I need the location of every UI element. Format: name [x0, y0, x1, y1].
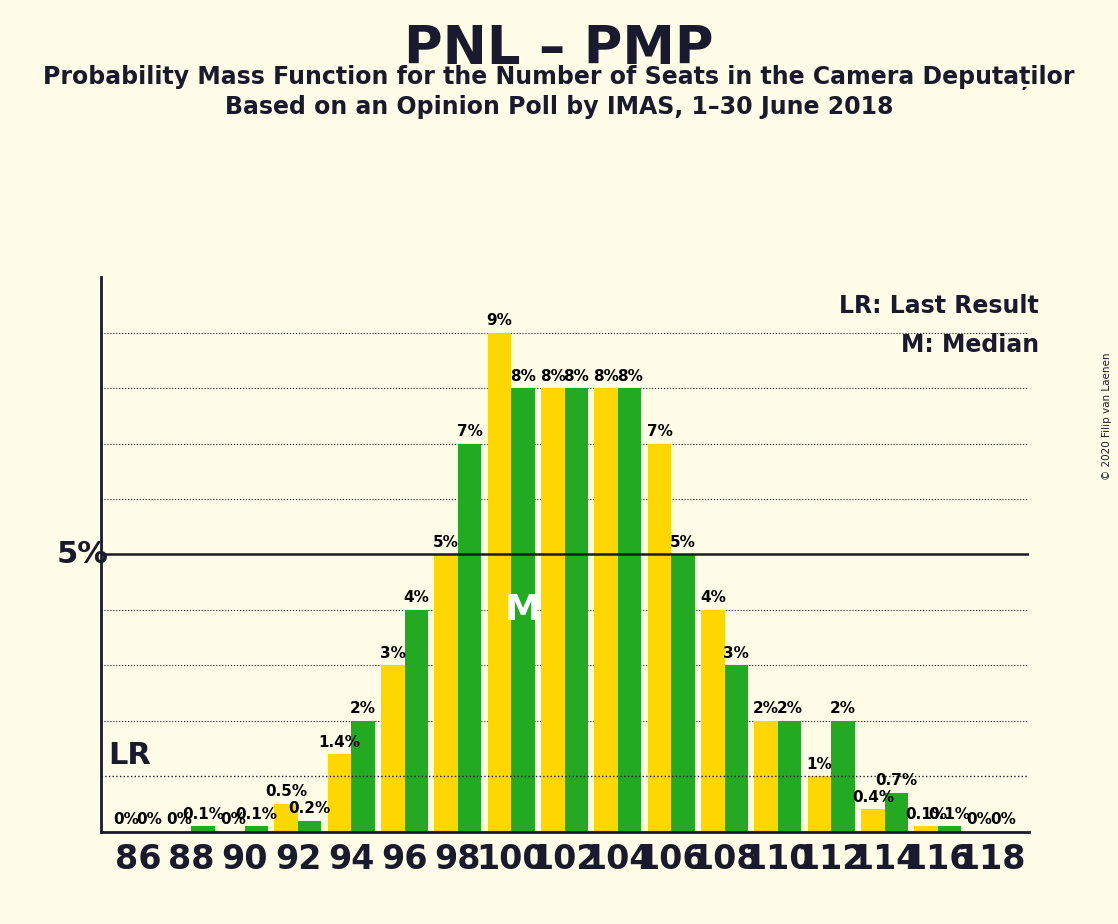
Text: 2%: 2% [830, 701, 856, 716]
Text: 0%: 0% [220, 812, 246, 827]
Text: PNL – PMP: PNL – PMP [405, 23, 713, 75]
Text: 0%: 0% [967, 812, 993, 827]
Text: 4%: 4% [700, 590, 726, 605]
Text: 3%: 3% [723, 646, 749, 661]
Text: © 2020 Filip van Laenen: © 2020 Filip van Laenen [1102, 352, 1112, 480]
Text: 0%: 0% [167, 812, 192, 827]
Text: 0%: 0% [991, 812, 1016, 827]
Bar [487, 333, 511, 832]
Bar [671, 554, 694, 832]
Text: Based on an Opinion Poll by IMAS, 1–30 June 2018: Based on an Opinion Poll by IMAS, 1–30 J… [225, 95, 893, 119]
Bar [191, 826, 215, 832]
Text: LR: LR [108, 740, 152, 770]
Bar [724, 665, 748, 832]
Text: 0.5%: 0.5% [265, 784, 307, 799]
Text: 5%: 5% [57, 540, 108, 569]
Text: M: M [505, 593, 541, 626]
Text: 8%: 8% [563, 369, 589, 383]
Bar [245, 826, 268, 832]
Bar [832, 721, 854, 832]
Bar [778, 721, 802, 832]
Bar [328, 754, 351, 832]
Text: 0.7%: 0.7% [875, 773, 918, 788]
Text: 2%: 2% [777, 701, 803, 716]
Bar [618, 388, 642, 832]
Text: 8%: 8% [617, 369, 643, 383]
Text: M: Median: M: Median [901, 333, 1040, 357]
Bar [647, 444, 671, 832]
Text: 4%: 4% [404, 590, 429, 605]
Text: 0.1%: 0.1% [182, 807, 224, 821]
Text: LR: Last Result: LR: Last Result [840, 294, 1040, 318]
Bar [565, 388, 588, 832]
Bar [458, 444, 482, 832]
Text: 8%: 8% [510, 369, 536, 383]
Bar [595, 388, 618, 832]
Text: 5%: 5% [670, 535, 695, 550]
Text: 2%: 2% [350, 701, 376, 716]
Bar [435, 554, 458, 832]
Text: 9%: 9% [486, 313, 512, 328]
Text: 1.4%: 1.4% [319, 735, 360, 749]
Bar [381, 665, 405, 832]
Text: 3%: 3% [380, 646, 406, 661]
Bar [861, 809, 884, 832]
Bar [938, 826, 961, 832]
Text: 0%: 0% [113, 812, 139, 827]
Text: 0.2%: 0.2% [288, 801, 331, 816]
Text: 8%: 8% [594, 369, 619, 383]
Bar [351, 721, 375, 832]
Bar [405, 610, 428, 832]
Bar [884, 793, 908, 832]
Text: 0%: 0% [136, 812, 162, 827]
Text: 1%: 1% [806, 757, 833, 772]
Bar [275, 804, 297, 832]
Bar [808, 776, 832, 832]
Text: 0.1%: 0.1% [906, 807, 947, 821]
Bar [755, 721, 778, 832]
Text: 2%: 2% [754, 701, 779, 716]
Bar [541, 388, 565, 832]
Text: 0.1%: 0.1% [929, 807, 970, 821]
Text: 7%: 7% [646, 424, 672, 439]
Bar [511, 388, 534, 832]
Bar [297, 821, 321, 832]
Text: 5%: 5% [434, 535, 459, 550]
Bar [915, 826, 938, 832]
Bar [701, 610, 724, 832]
Text: Probability Mass Function for the Number of Seats in the Camera Deputaților: Probability Mass Function for the Number… [44, 65, 1074, 90]
Text: 7%: 7% [457, 424, 483, 439]
Text: 8%: 8% [540, 369, 566, 383]
Text: 0.1%: 0.1% [236, 807, 277, 821]
Text: 0.4%: 0.4% [852, 790, 894, 805]
